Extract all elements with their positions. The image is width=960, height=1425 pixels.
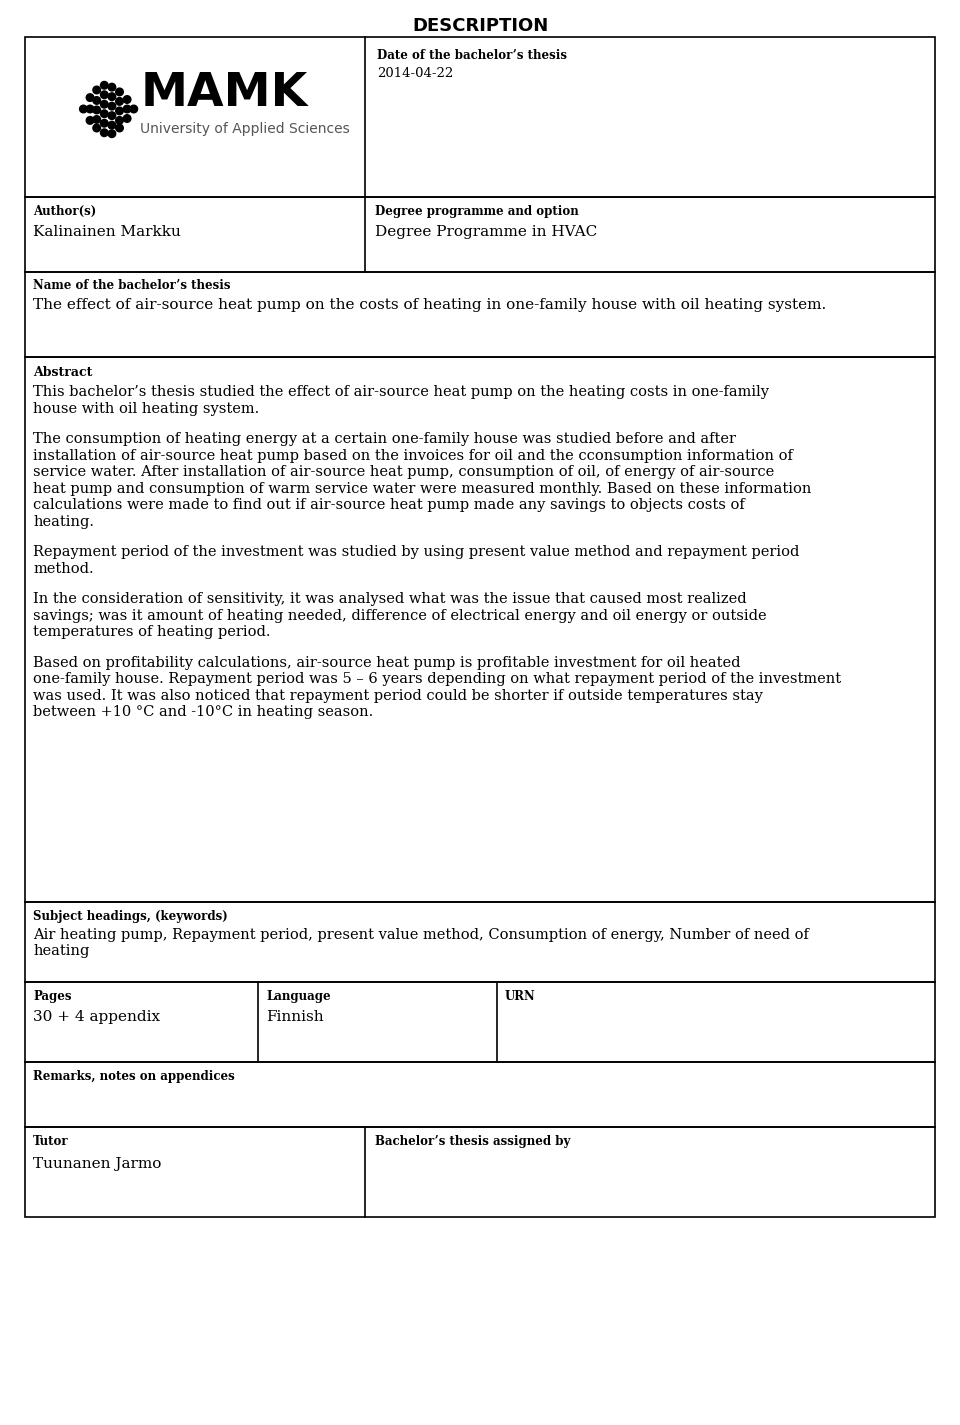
- Bar: [25, 37, 935, 197]
- Circle shape: [108, 121, 116, 128]
- Circle shape: [108, 111, 116, 120]
- Circle shape: [93, 105, 101, 114]
- Circle shape: [101, 100, 108, 108]
- Text: Bachelor’s thesis assigned by: Bachelor’s thesis assigned by: [375, 1134, 570, 1149]
- Circle shape: [130, 105, 137, 113]
- Text: Author(s): Author(s): [33, 205, 96, 218]
- Text: Language: Language: [266, 990, 330, 1003]
- Circle shape: [108, 83, 116, 91]
- Circle shape: [123, 114, 131, 123]
- Text: Tuunanen Jarmo: Tuunanen Jarmo: [33, 1157, 161, 1171]
- Bar: [25, 902, 935, 982]
- Text: Finnish: Finnish: [266, 1010, 324, 1025]
- Text: Name of the bachelor’s thesis: Name of the bachelor’s thesis: [33, 279, 230, 292]
- Bar: [25, 1062, 935, 1127]
- Text: MAMK: MAMK: [140, 70, 307, 115]
- Text: Subject headings, (keywords): Subject headings, (keywords): [33, 911, 228, 923]
- Text: Degree programme and option: Degree programme and option: [375, 205, 579, 218]
- Circle shape: [108, 93, 116, 100]
- Text: heating.: heating.: [33, 514, 94, 529]
- Bar: [25, 982, 935, 1062]
- Text: Pages: Pages: [33, 990, 71, 1003]
- Circle shape: [86, 105, 94, 113]
- Text: In the consideration of sensitivity, it was analysed what was the issue that cau: In the consideration of sensitivity, it …: [33, 591, 747, 606]
- Text: installation of air-source heat pump based on the invoices for oil and the ccons: installation of air-source heat pump bas…: [33, 449, 793, 463]
- Text: Kalinainen Markku: Kalinainen Markku: [33, 225, 180, 239]
- Text: temperatures of heating period.: temperatures of heating period.: [33, 626, 271, 638]
- Text: Tutor: Tutor: [33, 1134, 68, 1149]
- Circle shape: [108, 130, 116, 137]
- Circle shape: [93, 115, 101, 123]
- Text: Remarks, notes on appendices: Remarks, notes on appendices: [33, 1070, 235, 1083]
- Text: Degree Programme in HVAC: Degree Programme in HVAC: [375, 225, 597, 239]
- Circle shape: [93, 86, 101, 94]
- Circle shape: [108, 103, 116, 110]
- Circle shape: [116, 88, 123, 95]
- Text: method.: method.: [33, 561, 94, 576]
- Text: The effect of air-source heat pump on the costs of heating in one-family house w: The effect of air-source heat pump on th…: [33, 298, 827, 312]
- Circle shape: [116, 117, 123, 124]
- Circle shape: [93, 97, 101, 104]
- Text: URN: URN: [505, 990, 536, 1003]
- Circle shape: [123, 105, 131, 113]
- Text: Abstract: Abstract: [33, 366, 92, 379]
- Circle shape: [101, 81, 108, 88]
- Bar: [25, 1127, 935, 1217]
- Text: calculations were made to find out if air-source heat pump made any savings to o: calculations were made to find out if ai…: [33, 497, 745, 512]
- Circle shape: [101, 120, 108, 127]
- Text: one-family house. Repayment period was 5 – 6 years depending on what repayment p: one-family house. Repayment period was 5…: [33, 673, 841, 685]
- Text: was used. It was also noticed that repayment period could be shorter if outside : was used. It was also noticed that repay…: [33, 688, 763, 703]
- Circle shape: [101, 128, 108, 137]
- Circle shape: [116, 124, 123, 131]
- Bar: [25, 272, 935, 358]
- Circle shape: [116, 107, 123, 114]
- Circle shape: [80, 105, 87, 113]
- Text: 2014-04-22: 2014-04-22: [377, 67, 453, 80]
- Text: Air heating pump, Repayment period, present value method, Consumption of energy,: Air heating pump, Repayment period, pres…: [33, 928, 809, 942]
- Circle shape: [116, 97, 123, 105]
- Text: 30 + 4 appendix: 30 + 4 appendix: [33, 1010, 160, 1025]
- Circle shape: [86, 94, 94, 101]
- Text: heating: heating: [33, 945, 89, 959]
- Text: This bachelor’s thesis studied the effect of air-source heat pump on the heating: This bachelor’s thesis studied the effec…: [33, 385, 769, 399]
- Text: between +10 °C and -10°C in heating season.: between +10 °C and -10°C in heating seas…: [33, 705, 373, 720]
- Text: DESCRIPTION: DESCRIPTION: [412, 17, 548, 36]
- Text: house with oil heating system.: house with oil heating system.: [33, 402, 259, 416]
- Text: The consumption of heating energy at a certain one-family house was studied befo: The consumption of heating energy at a c…: [33, 432, 736, 446]
- Bar: [25, 358, 935, 902]
- Bar: [25, 197, 935, 272]
- Text: service water. After installation of air-source heat pump, consumption of oil, o: service water. After installation of air…: [33, 465, 775, 479]
- Text: Based on profitability calculations, air-source heat pump is profitable investme: Based on profitability calculations, air…: [33, 656, 740, 670]
- Text: Date of the bachelor’s thesis: Date of the bachelor’s thesis: [377, 48, 567, 63]
- Text: University of Applied Sciences: University of Applied Sciences: [140, 123, 350, 135]
- Text: heat pump and consumption of warm service water were measured monthly. Based on : heat pump and consumption of warm servic…: [33, 482, 811, 496]
- Circle shape: [123, 95, 131, 103]
- Circle shape: [93, 124, 101, 131]
- Text: Repayment period of the investment was studied by using present value method and: Repayment period of the investment was s…: [33, 544, 800, 559]
- Circle shape: [86, 117, 94, 124]
- Text: savings; was it amount of heating needed, difference of electrical energy and oi: savings; was it amount of heating needed…: [33, 608, 767, 623]
- Circle shape: [101, 91, 108, 98]
- Circle shape: [101, 110, 108, 117]
